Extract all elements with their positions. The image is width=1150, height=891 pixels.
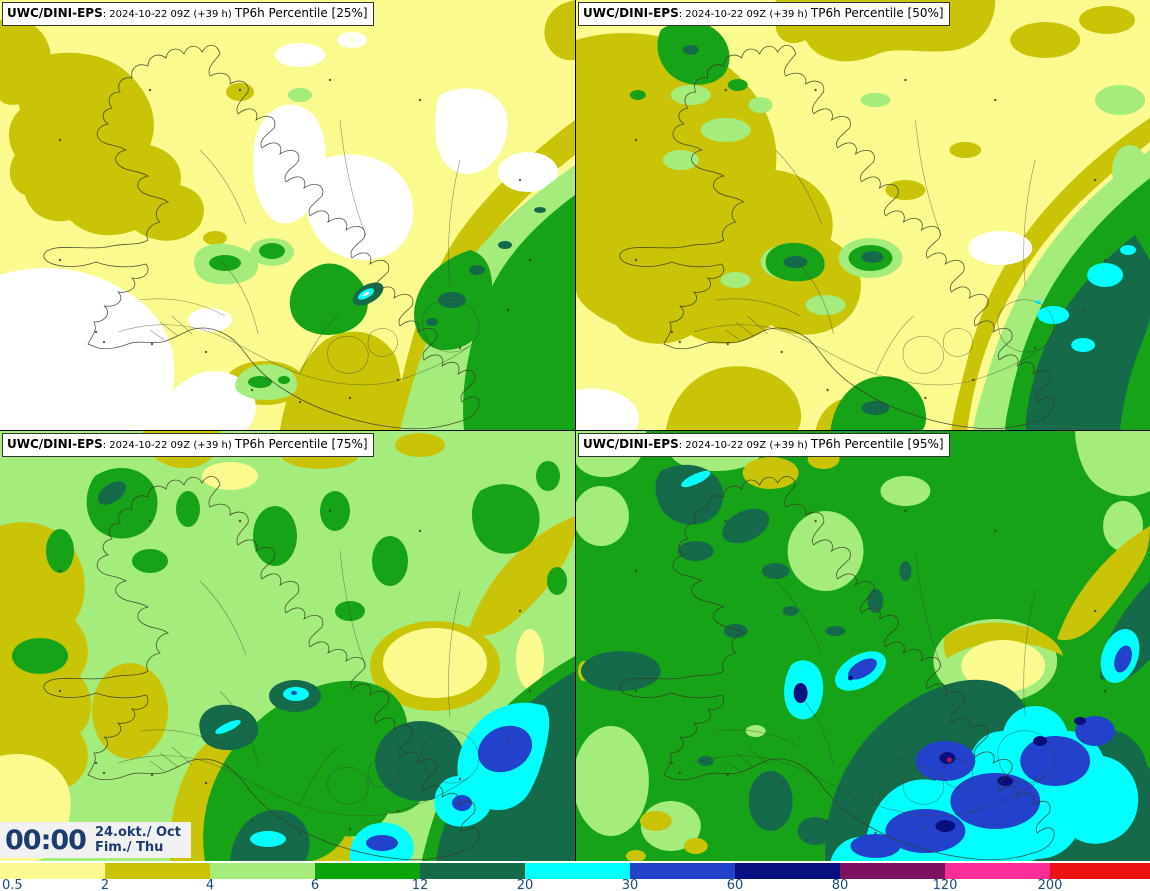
valid-day-line2: Fim./ Thu — [94, 840, 164, 855]
map-panel-95: UWC/DINI-EPS: 2024-10-22 09Z (+39 h) TP6… — [576, 431, 1150, 861]
colorbar-tick: 60 — [726, 878, 744, 891]
model-name: UWC/DINI-EPS — [583, 437, 679, 451]
blue-areas — [291, 691, 533, 851]
valid-date: 24.okt./ Oct Fim./ Thu — [95, 825, 181, 855]
colorbar-tick: 20 — [516, 878, 534, 891]
run-info: : 2024-10-22 09Z (+39 h) — [678, 440, 811, 451]
valid-time: 00:00 — [5, 824, 87, 856]
map-image-25 — [0, 0, 575, 430]
valid-date-line1: 24.okt./ Oct — [94, 825, 181, 840]
precip-fill-layer — [576, 0, 1150, 430]
run-info: : 2024-10-22 09Z (+39 h) — [678, 9, 811, 20]
map-panel-75: UWC/DINI-EPS: 2024-10-22 09Z (+39 h) TP6… — [0, 431, 575, 861]
colorbar-tick: 4 — [205, 878, 215, 891]
colorbar-segment — [210, 863, 315, 879]
panel-title-box: UWC/DINI-EPS: 2024-10-22 09Z (+39 h) TP6… — [578, 2, 950, 26]
cyan-areas — [357, 288, 375, 300]
precip-fill-layer — [576, 431, 1150, 861]
colorbar-tick: 12 — [411, 878, 429, 891]
model-name: UWC/DINI-EPS — [7, 437, 103, 451]
product-label: TP6h Percentile [25%] — [234, 6, 368, 20]
colorbar-segment — [105, 863, 210, 879]
valid-time-box: 00:00 24.okt./ Oct Fim./ Thu — [0, 822, 191, 858]
colorbar-track — [0, 863, 1150, 879]
colorbar-tick: 80 — [831, 878, 849, 891]
colorbar-segment — [525, 863, 630, 879]
colorbar-tick: 0.5 — [2, 878, 23, 891]
white-areas — [0, 32, 558, 430]
cyan-areas — [1035, 245, 1137, 352]
precip-fill-layer — [0, 431, 575, 861]
precip-fill-layer — [0, 0, 575, 430]
map-image-50 — [576, 0, 1150, 430]
white-areas — [576, 231, 1033, 430]
colorbar-segment — [735, 863, 840, 879]
colorbar-segment — [1050, 863, 1150, 879]
colorbar-segment — [945, 863, 1050, 879]
panel-divider-horizontal — [0, 430, 1150, 431]
model-name: UWC/DINI-EPS — [583, 6, 679, 20]
map-image-75 — [0, 431, 575, 861]
colorbar-tick: 120 — [932, 878, 958, 891]
product-label: TP6h Percentile [95%] — [810, 437, 944, 451]
panel-title-box: UWC/DINI-EPS: 2024-10-22 09Z (+39 h) TP6… — [2, 2, 374, 26]
map-panel-50: UWC/DINI-EPS: 2024-10-22 09Z (+39 h) TP6… — [576, 0, 1150, 430]
colorbar-segment — [630, 863, 735, 879]
colorbar-tick: 200 — [1037, 878, 1063, 891]
run-info: : 2024-10-22 09Z (+39 h) — [102, 9, 235, 20]
colorbar-tick: 30 — [621, 878, 639, 891]
blue-areas — [848, 645, 1132, 858]
map-image-95 — [576, 431, 1150, 861]
pale-yellow-areas — [961, 640, 1046, 692]
map-panel-25: UWC/DINI-EPS: 2024-10-22 09Z (+39 h) TP6… — [0, 0, 575, 430]
panel-title-box: UWC/DINI-EPS: 2024-10-22 09Z (+39 h) TP6… — [2, 433, 374, 457]
panel-title-box: UWC/DINI-EPS: 2024-10-22 09Z (+39 h) TP6… — [578, 433, 950, 457]
dark-green-areas — [682, 45, 1150, 430]
colorbar-ticks: 0.5 2 4 6 12 20 30 60 80 120 200 — [0, 878, 1150, 891]
colorbar-segment — [0, 863, 105, 879]
colorbar-segment — [840, 863, 945, 879]
colorbar: 0.5 2 4 6 12 20 30 60 80 120 200 — [0, 861, 1150, 891]
navy-areas — [793, 675, 1087, 832]
product-label: TP6h Percentile [75%] — [234, 437, 368, 451]
product-label: TP6h Percentile [50%] — [810, 6, 944, 20]
colorbar-tick: 2 — [100, 878, 110, 891]
colorbar-segment — [420, 863, 525, 879]
colorbar-segment — [315, 863, 420, 879]
model-name: UWC/DINI-EPS — [7, 6, 103, 20]
colorbar-tick: 6 — [310, 878, 320, 891]
run-info: : 2024-10-22 09Z (+39 h) — [102, 440, 235, 451]
